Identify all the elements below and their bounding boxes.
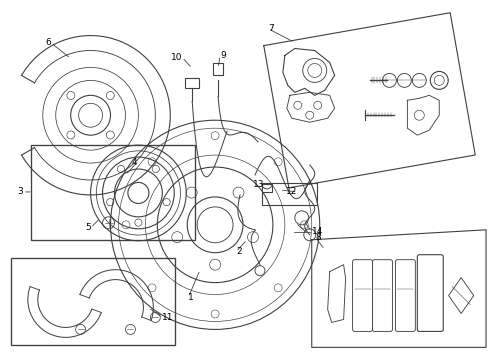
Text: 3: 3 [17, 188, 23, 197]
Text: 2: 2 [236, 247, 241, 256]
Bar [213, 63, 223, 75]
Bar [262, 184, 271, 192]
FancyBboxPatch shape [372, 260, 392, 332]
Text: 7: 7 [267, 24, 273, 33]
Text: 14: 14 [311, 227, 323, 236]
Text: 4: 4 [132, 158, 137, 167]
FancyBboxPatch shape [395, 260, 414, 332]
Bar [31, 145, 195, 240]
Text: 11: 11 [162, 313, 173, 322]
Text: 5: 5 [85, 223, 90, 232]
Text: 12: 12 [286, 188, 297, 197]
FancyBboxPatch shape [352, 260, 372, 332]
Text: 1: 1 [188, 293, 194, 302]
Bar [185, 78, 199, 88]
Text: 10: 10 [170, 53, 182, 62]
Text: 6: 6 [45, 38, 51, 47]
Bar [262, 183, 316, 205]
Text: 9: 9 [220, 51, 225, 60]
Bar [11, 258, 175, 345]
Text: 8: 8 [315, 233, 321, 242]
FancyBboxPatch shape [416, 255, 442, 332]
Text: 13: 13 [253, 180, 264, 189]
